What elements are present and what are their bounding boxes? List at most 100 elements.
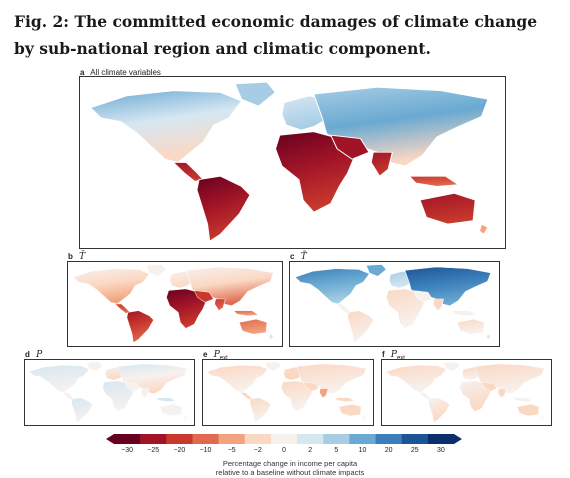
panel-e-label: e Pext bbox=[203, 350, 228, 362]
region-gl bbox=[365, 264, 387, 277]
world-map bbox=[28, 361, 188, 423]
region-nz bbox=[540, 415, 545, 421]
map-panel-precipitation bbox=[24, 359, 195, 426]
region-na bbox=[294, 268, 370, 305]
region-sa bbox=[126, 310, 154, 344]
region-me bbox=[329, 134, 370, 160]
region-me bbox=[481, 381, 498, 392]
region-ca bbox=[239, 392, 253, 400]
world-map bbox=[206, 361, 367, 423]
colorbar-swatch bbox=[192, 434, 219, 444]
panel-b-letter: b bbox=[68, 252, 73, 261]
panel-d-symbol: P bbox=[36, 350, 43, 360]
region-ca bbox=[61, 392, 75, 400]
colorbar-ticks: −30 −25 −20 −10 −5 −2 0 2 5 10 20 25 30 bbox=[106, 447, 462, 457]
figure-title: Fig. 2: The committed economic damages o… bbox=[14, 12, 538, 58]
region-ca bbox=[172, 162, 205, 182]
map-panel-mean-temperature bbox=[67, 261, 283, 347]
colorbar-tick-label: −10 bbox=[199, 447, 212, 454]
region-au bbox=[238, 318, 268, 335]
colorbar-swatch bbox=[270, 434, 298, 444]
region-in bbox=[319, 388, 329, 398]
map-panel-all-climate-variables bbox=[79, 76, 506, 249]
colorbar-swatch bbox=[297, 434, 324, 444]
region-sa bbox=[428, 397, 450, 423]
colorbar-tick-label: 5 bbox=[334, 447, 339, 454]
colorbar-swatch bbox=[244, 434, 272, 444]
region-au bbox=[338, 404, 362, 417]
colorbar-swatch bbox=[375, 434, 402, 444]
panel-d-letter: d bbox=[25, 350, 30, 359]
colorbar-swatch bbox=[323, 434, 350, 444]
world-map bbox=[89, 81, 489, 242]
region-in bbox=[432, 298, 444, 312]
region-me bbox=[302, 381, 319, 392]
region-na bbox=[89, 90, 243, 163]
region-id bbox=[451, 310, 477, 316]
colorbar-swatch bbox=[166, 434, 193, 444]
region-au bbox=[456, 318, 485, 335]
region-nz bbox=[362, 415, 367, 421]
colorbar-swatch bbox=[401, 434, 429, 444]
region-sa bbox=[71, 397, 93, 423]
region-nz bbox=[183, 415, 188, 421]
panel-f-letter: f bbox=[382, 350, 385, 359]
panel-e-subscript: ext bbox=[220, 356, 228, 362]
region-in bbox=[214, 298, 226, 312]
region-au bbox=[419, 192, 476, 225]
map-panel-extreme-precipitation bbox=[202, 359, 374, 426]
region-sa bbox=[249, 397, 272, 423]
panel-e-letter: e bbox=[203, 350, 208, 359]
colorbar-arrow-right bbox=[454, 434, 462, 444]
region-sa bbox=[347, 310, 374, 344]
panel-c-symbol: T̃ bbox=[300, 252, 307, 262]
map-panel-extreme-precipitation-2 bbox=[381, 359, 552, 426]
region-me bbox=[124, 381, 141, 392]
region-ca bbox=[418, 392, 432, 400]
world-map bbox=[385, 361, 545, 423]
region-me bbox=[412, 290, 433, 303]
colorbar-tick-label: −5 bbox=[227, 447, 236, 454]
colorbar-caption-line2: relative to a baseline without climate i… bbox=[215, 468, 365, 477]
panel-a-letter: a bbox=[80, 68, 85, 77]
region-ca bbox=[114, 303, 131, 314]
colorbar-swatch bbox=[349, 434, 376, 444]
region-au bbox=[159, 404, 183, 417]
region-na bbox=[385, 365, 447, 393]
region-gl bbox=[443, 361, 461, 372]
panel-f-subscript: ext bbox=[397, 356, 405, 362]
world-map bbox=[294, 264, 491, 344]
region-na bbox=[72, 268, 150, 305]
panel-a-label: a All climate variables bbox=[80, 68, 161, 77]
colorbar-tick-label: 30 bbox=[436, 447, 445, 454]
colorbar-swatch bbox=[140, 434, 167, 444]
colorbar-tick-label: −2 bbox=[253, 447, 262, 454]
colorbar-tick-label: 20 bbox=[384, 447, 393, 454]
colorbar-swatch bbox=[427, 434, 455, 444]
region-id bbox=[512, 397, 533, 402]
map-panel-temperature-variability bbox=[289, 261, 500, 347]
panel-b-label: b T̄ bbox=[68, 252, 85, 262]
region-nz bbox=[478, 223, 489, 236]
region-id bbox=[408, 175, 460, 187]
region-gl bbox=[234, 81, 277, 107]
colorbar-tick-label: −30 bbox=[121, 447, 134, 454]
region-me bbox=[193, 290, 214, 303]
colorbar-caption-line1: Percentage change in income per capita bbox=[222, 459, 358, 468]
region-in bbox=[370, 151, 394, 177]
panel-d-label: d P bbox=[25, 350, 42, 360]
colorbar bbox=[106, 434, 462, 444]
region-au bbox=[516, 404, 540, 417]
colorbar-swatch bbox=[114, 434, 141, 444]
colorbar-swatch bbox=[218, 434, 246, 444]
region-in bbox=[140, 388, 150, 398]
region-ca bbox=[335, 303, 352, 314]
colorbar-tick-label: 25 bbox=[410, 447, 419, 454]
region-sa bbox=[196, 175, 251, 242]
region-nz bbox=[486, 333, 491, 340]
region-id bbox=[233, 310, 260, 316]
colorbar-arrow-left bbox=[106, 434, 114, 444]
panel-c-letter: c bbox=[290, 252, 295, 261]
region-id bbox=[155, 397, 176, 402]
region-gl bbox=[86, 361, 104, 372]
